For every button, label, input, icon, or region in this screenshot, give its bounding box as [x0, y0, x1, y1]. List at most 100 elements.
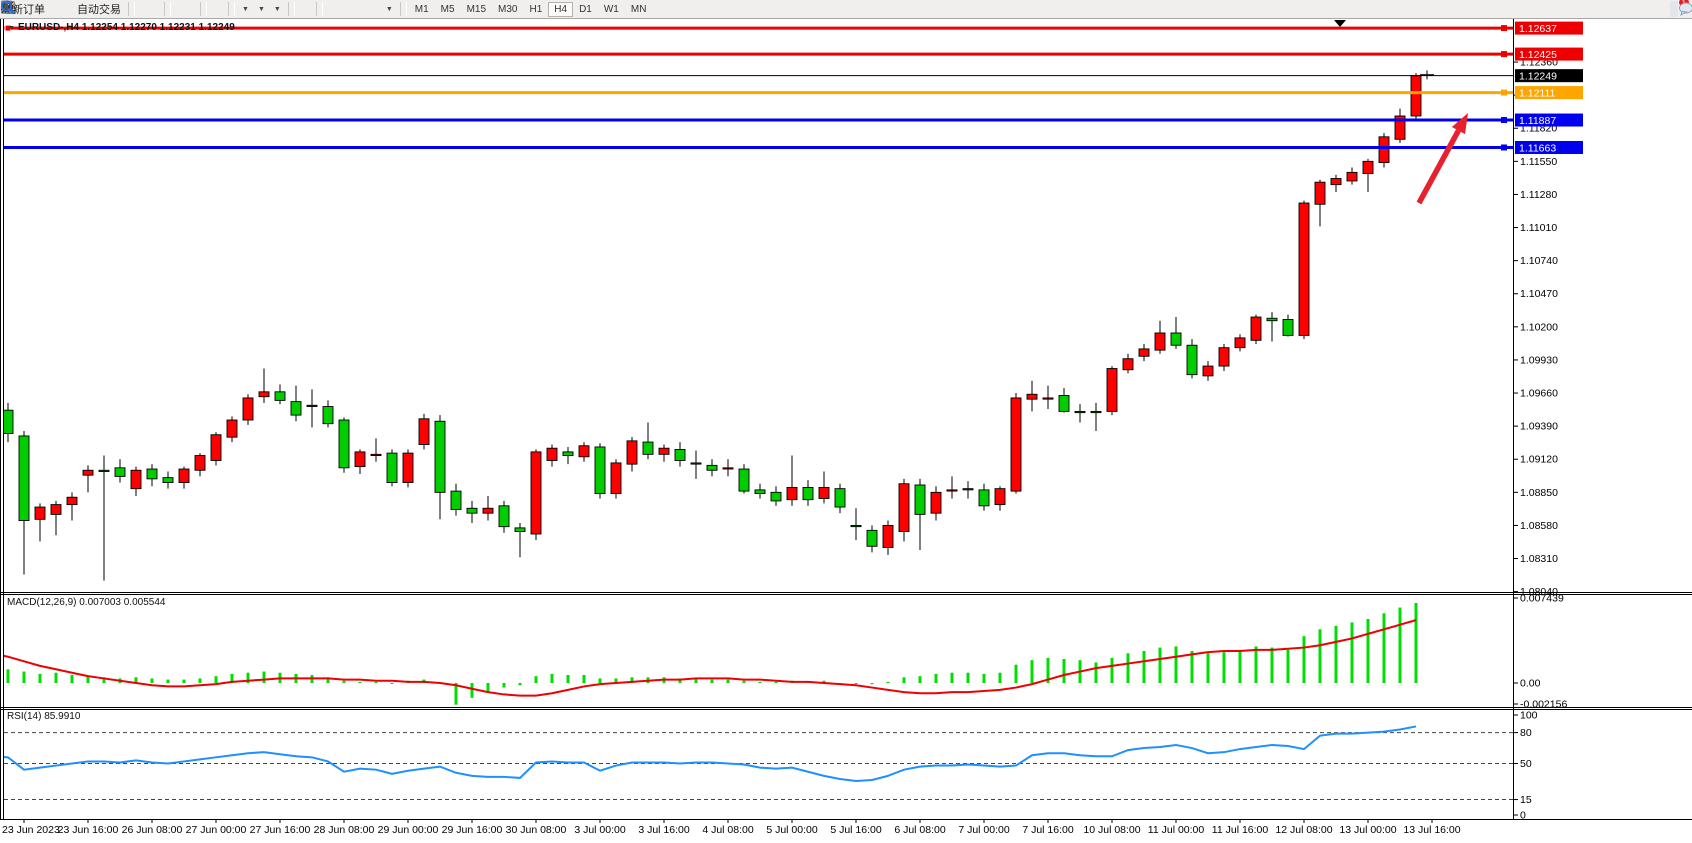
- timeframe-M1[interactable]: M1: [414, 3, 429, 15]
- candle-bull: [690, 462, 702, 465]
- chart-shift-button[interactable]: [1, 1, 225, 17]
- auto-scroll-button[interactable]: [1, 1, 217, 17]
- tile-windows-button[interactable]: [1, 1, 197, 17]
- macd-bar: [1350, 622, 1354, 683]
- timeframe-D1[interactable]: D1: [579, 3, 592, 15]
- macd-bar: [1142, 650, 1146, 683]
- horizontal-line-button[interactable]: [1, 1, 341, 17]
- price-label-box: [1515, 86, 1583, 100]
- timeframe-M5[interactable]: M5: [440, 3, 455, 15]
- time-label: 23 Jun 16:00: [58, 824, 119, 836]
- candle-bull: [1202, 365, 1214, 377]
- line-anchor-handle[interactable]: [1501, 117, 1507, 124]
- time-label: 28 Jun 08:00: [314, 824, 375, 836]
- macd-bar: [470, 683, 474, 698]
- macd-bar: [870, 683, 874, 685]
- candle-bull: [1234, 337, 1246, 349]
- toolbar-separator: [128, 2, 135, 16]
- timeframe-W1[interactable]: W1: [603, 3, 619, 15]
- candle-bull: [578, 445, 590, 458]
- macd-bar: [950, 672, 954, 683]
- bar-chart-button[interactable]: [1, 1, 145, 17]
- time-label: 30 Jun 08:00: [506, 824, 567, 836]
- candlestick-chart-button[interactable]: [1, 1, 153, 17]
- candle-bear: [834, 488, 846, 508]
- candle-bull: [1330, 178, 1342, 186]
- price-label-box: [1515, 21, 1583, 35]
- time-label: 12 Jul 08:00: [1275, 824, 1332, 836]
- fibonacci-button[interactable]: F: [1, 1, 365, 17]
- time-label: 29 Jun 16:00: [442, 824, 503, 836]
- signals-button[interactable]: [0, 0, 73, 17]
- candle-bull: [482, 507, 494, 514]
- line-anchor-handle[interactable]: [4, 24, 12, 32]
- arrow-annotation-shaft[interactable]: [1416, 129, 1461, 205]
- crosshair-button[interactable]: [1, 1, 313, 17]
- toolbar-right-group: 1: [1, 0, 1692, 17]
- timeframe-M30[interactable]: M30: [498, 3, 518, 15]
- price-tick-label: 1.09930: [1520, 354, 1558, 366]
- candle-bull: [306, 404, 318, 407]
- line-anchor-handle[interactable]: [1501, 144, 1507, 151]
- timeframe-H1[interactable]: H1: [529, 3, 543, 15]
- macd-bar: [22, 671, 26, 683]
- macd-bar: [822, 680, 826, 683]
- chat-button[interactable]: 1: [1677, 0, 1692, 17]
- timeframe-M15[interactable]: M15: [466, 3, 487, 15]
- symbol-dropdown-icon[interactable]: ▼: [8, 25, 15, 32]
- vertical-line-button[interactable]: [4, 1, 333, 17]
- rsi-tick-label: 50: [1520, 758, 1532, 770]
- indicators-button[interactable]: ▼: [1, 1, 285, 17]
- candle-bear: [322, 406, 334, 425]
- time-label: 27 Jun 16:00: [250, 824, 311, 836]
- candle-bull: [130, 469, 142, 490]
- rsi-indicator-label: RSI(14) 85.9910: [7, 711, 81, 722]
- price-tick-label: 1.09390: [1520, 421, 1558, 433]
- price-tick-label: 1.08310: [1520, 553, 1558, 565]
- price-label-text: 1.12249: [1519, 70, 1557, 82]
- caret-down-icon: ▼: [385, 5, 393, 13]
- candle-bull: [882, 524, 894, 548]
- macd-bar: [1286, 649, 1290, 683]
- trendline-button[interactable]: [1, 1, 349, 17]
- candle-bull: [1378, 136, 1390, 164]
- candle-bull: [898, 483, 910, 533]
- new-chart-button[interactable]: ▼: [1, 1, 253, 17]
- text-label-button[interactable]: T: [1, 1, 381, 17]
- candle-bull: [786, 486, 798, 501]
- line-chart-button[interactable]: [1, 1, 161, 17]
- line-anchor-handle[interactable]: [1501, 25, 1507, 32]
- profiles-button[interactable]: ▼: [1, 0, 269, 17]
- time-label: 7 Jul 00:00: [958, 824, 1010, 836]
- chart-shift-marker[interactable]: [1334, 20, 1346, 27]
- time-label: 23 Jun 2023: [2, 824, 60, 836]
- candle-bull: [722, 467, 734, 470]
- candle-bear: [338, 419, 350, 469]
- price-tick-label: 1.08580: [1520, 520, 1558, 532]
- timeframe-H4[interactable]: H4: [548, 1, 574, 17]
- arrows-button[interactable]: ▼: [3, 1, 397, 17]
- styler-button[interactable]: [1, 1, 57, 17]
- zoom-in-button[interactable]: [1, 1, 181, 17]
- cursor-button[interactable]: [3, 1, 305, 17]
- candle-bear: [1058, 395, 1070, 412]
- price-label-box: [1515, 69, 1583, 83]
- line-anchor-handle[interactable]: [1501, 51, 1507, 58]
- arrow-annotation-head[interactable]: [1451, 113, 1468, 135]
- candle-bull: [402, 452, 414, 483]
- timeframe-MN[interactable]: MN: [630, 3, 647, 15]
- autotrading-button[interactable]: 自动交易: [1, 1, 125, 17]
- market-watch-button[interactable]: [1, 1, 65, 17]
- macd-bar: [262, 671, 266, 683]
- search-button[interactable]: [1, 0, 1678, 17]
- equidistant-channel-button[interactable]: E: [0, 1, 357, 17]
- line-anchor-handle[interactable]: [1501, 89, 1507, 96]
- macd-bar: [1318, 629, 1322, 683]
- candle-bear: [706, 464, 718, 471]
- price-tick-label: 1.08040: [1520, 586, 1558, 598]
- text-button[interactable]: A: [2, 1, 373, 17]
- caret-down-icon: ▼: [257, 5, 265, 13]
- zoom-out-button[interactable]: [1, 1, 189, 17]
- candle-bull: [1026, 393, 1038, 400]
